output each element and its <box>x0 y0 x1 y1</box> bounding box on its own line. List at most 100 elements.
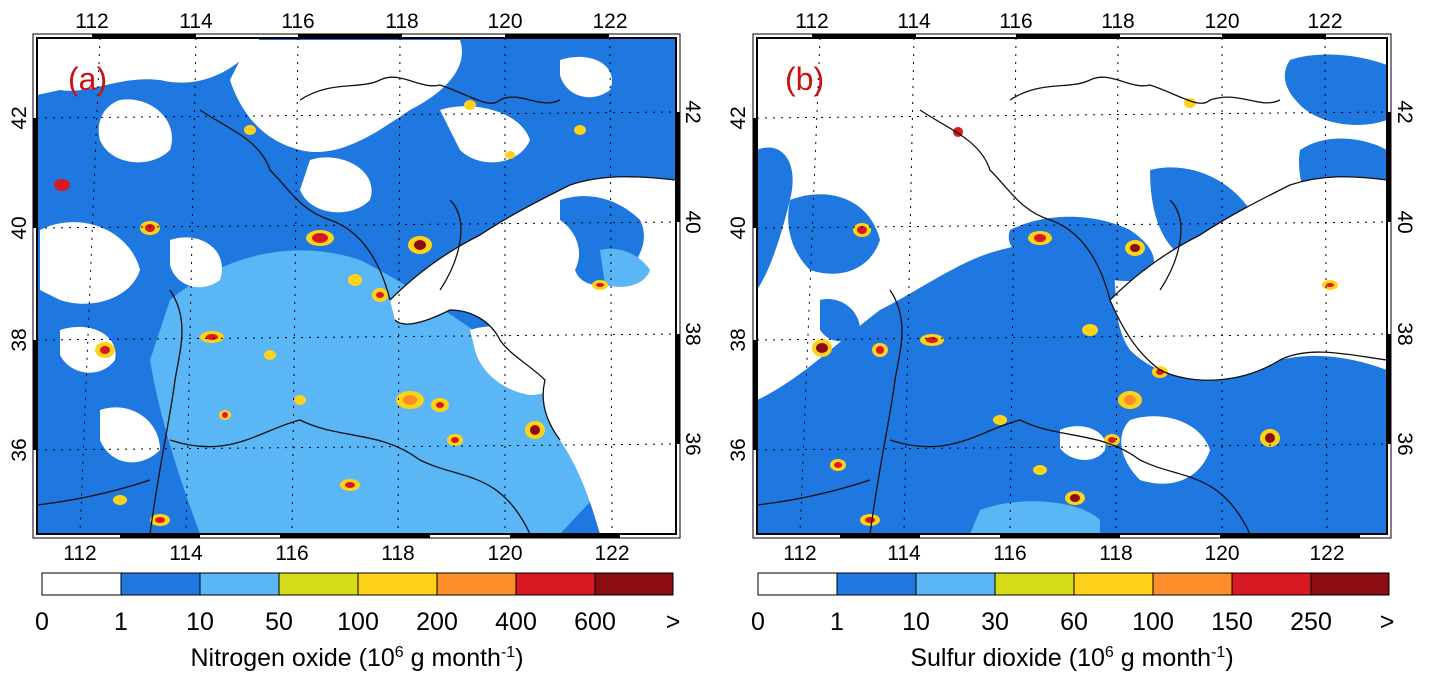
tick-label: 42 <box>681 100 704 123</box>
panel-b-frame-ticks <box>753 34 1391 538</box>
tick-label: 122 <box>1309 542 1344 565</box>
tick-label: 116 <box>275 542 308 565</box>
panel-a-borders <box>37 76 676 534</box>
colorbar-tick: 150 <box>1211 608 1253 636</box>
tick-label: 114 <box>179 10 213 33</box>
tick-label: 120 <box>1204 10 1239 33</box>
tick-label: 122 <box>594 542 629 565</box>
tick-label: 112 <box>63 542 96 565</box>
colorbar-tick: 50 <box>265 608 293 636</box>
panel-a-hotspots <box>54 100 608 526</box>
colorbar-bin <box>915 572 996 596</box>
colorbar-bin <box>199 572 280 596</box>
colorbar-bin <box>1152 572 1233 596</box>
colorbar-bin <box>1310 572 1390 596</box>
tick-label: 40 <box>681 210 704 233</box>
colorbar-tick: 30 <box>981 608 1009 636</box>
tick-label: 42 <box>1393 100 1416 123</box>
panel-b-colorbar-ticks: 0 1 10 30 60 100 150 250 > <box>751 608 1394 636</box>
colorbar-bin <box>994 572 1075 596</box>
colorbar-tick: 100 <box>1132 608 1174 636</box>
panel-a-frame-ticks <box>33 34 680 538</box>
tick-label: 116 <box>999 10 1032 33</box>
colorbar-tick: 600 <box>574 608 616 636</box>
colorbar-tick: 100 <box>337 608 379 636</box>
tick-label: 42 <box>727 106 750 129</box>
colorbar-tick: 200 <box>416 608 458 636</box>
colorbar-tick: 0 <box>751 608 765 636</box>
tick-label: 122 <box>1307 10 1342 33</box>
tick-label: 40 <box>727 216 750 239</box>
tick-label: 118 <box>1099 542 1132 565</box>
panel-a-left-ticks: 42 40 38 36 <box>8 106 31 461</box>
panel-a-colorbar-ticks: 0 1 10 50 100 200 400 600 > <box>35 608 680 636</box>
tick-label: 40 <box>8 216 31 239</box>
colorbar-tick: 0 <box>35 608 49 636</box>
tick-label: 112 <box>795 10 828 33</box>
panel-a: (a) 112 114 116 118 120 122 112 114 116 … <box>8 10 704 672</box>
tick-label: 114 <box>887 542 921 565</box>
tick-label: 112 <box>75 10 108 33</box>
panel-a-right-ticks: 42 40 38 36 <box>681 100 704 455</box>
tick-label: 36 <box>1393 432 1416 455</box>
colorbar-bin <box>594 572 674 596</box>
colorbar-bin <box>41 572 122 596</box>
colorbar-tick: 10 <box>186 608 214 636</box>
colorbar-bin <box>357 572 438 596</box>
colorbar-tick: 400 <box>495 608 537 636</box>
panel-b-grid <box>756 37 1388 535</box>
colorbar-bin <box>515 572 596 596</box>
panel-b-right-ticks: 42 40 38 36 <box>1393 100 1416 455</box>
tick-label: 38 <box>727 328 750 351</box>
tick-label: 120 <box>487 542 522 565</box>
panel-b-bottom-ticks: 112 114 116 118 120 122 <box>783 542 1344 565</box>
tick-label: 112 <box>783 542 816 565</box>
colorbar-tick: > <box>1380 608 1395 636</box>
tick-label: 36 <box>681 432 704 455</box>
tick-label: 114 <box>897 10 931 33</box>
tick-label: 118 <box>381 542 414 565</box>
colorbar-bin <box>757 572 838 596</box>
panel-b-hotspots <box>812 98 1338 526</box>
panel-b-colorbar <box>757 572 1390 596</box>
colorbar-bin <box>120 572 201 596</box>
colorbar-tick: 1 <box>114 608 128 636</box>
panel-b-label: (b) <box>785 61 824 97</box>
panel-b-map <box>757 38 1387 534</box>
tick-label: 116 <box>993 542 1026 565</box>
panel-a-bottom-ticks: 112 114 116 118 120 122 <box>63 542 629 565</box>
tick-label: 120 <box>1204 542 1239 565</box>
tick-label: 40 <box>1393 210 1416 233</box>
panel-a-map <box>37 38 676 534</box>
colorbar-tick: > <box>666 608 681 636</box>
colorbar-tick: 60 <box>1060 608 1088 636</box>
colorbar-tick: 250 <box>1290 608 1332 636</box>
tick-label: 118 <box>1101 10 1134 33</box>
panel-b-borders <box>757 76 1387 534</box>
colorbar-bin <box>836 572 917 596</box>
tick-label: 42 <box>8 106 31 129</box>
panel-a-grid <box>36 37 677 535</box>
colorbar-bin <box>1073 572 1154 596</box>
panel-a-label: (a) <box>68 61 107 97</box>
panel-a-top-ticks: 112 114 116 118 120 122 <box>75 10 627 33</box>
panel-a-colorbar <box>41 572 674 596</box>
panel-a-colorbar-title: Nitrogen oxide (106 g month-1) <box>190 644 523 672</box>
panel-b-top-ticks: 112 114 116 118 120 122 <box>795 10 1342 33</box>
tick-label: 38 <box>8 328 31 351</box>
colorbar-bin <box>278 572 359 596</box>
colorbar-bin <box>436 572 517 596</box>
tick-label: 38 <box>681 322 704 345</box>
tick-label: 38 <box>1393 322 1416 345</box>
panel-b-colorbar-title: Sulfur dioxide (106 g month-1) <box>910 644 1233 672</box>
tick-label: 116 <box>281 10 314 33</box>
colorbar-tick: 10 <box>902 608 930 636</box>
tick-label: 36 <box>8 438 31 461</box>
tick-label: 36 <box>727 438 750 461</box>
panel-b-left-ticks: 42 40 38 36 <box>727 106 750 461</box>
colorbar-tick: 1 <box>830 608 844 636</box>
colorbar-bin <box>1231 572 1312 596</box>
panel-b: (b) 112 114 116 118 120 122 112 114 116 … <box>727 10 1416 672</box>
tick-label: 122 <box>592 10 627 33</box>
